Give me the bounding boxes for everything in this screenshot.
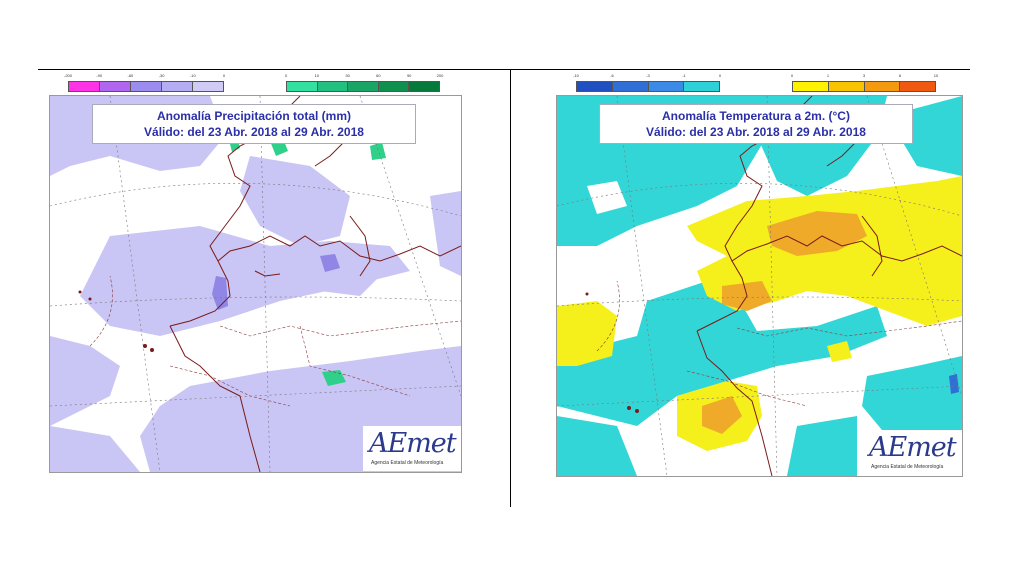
divider-line [510,69,511,507]
legend-swatch [612,82,649,91]
precip-title-box: Anomalía Precipitación total (mm) Válido… [92,104,416,144]
legend-swatch [409,82,439,91]
legend-tick: 0 [284,73,288,78]
legend-colorbar [68,81,224,92]
legend-swatch [864,82,901,91]
legend-tick: -10 [189,73,196,78]
legend-tick: -6 [610,73,614,78]
aemet-wordmark: AEmet [369,428,457,459]
precipitation-map: Anomalía Precipitación total (mm) Válido… [49,95,462,473]
aemet-logo: AEmet Agencia Estatal de Meteorología [863,430,962,475]
island [78,290,154,352]
legend-ticks: -10 -6 -3 -1 0 [573,73,722,81]
aemet-agency-name: Agencia Estatal de Meteorología [371,460,444,466]
legend-swatch [348,82,379,91]
temp-legend-positive: 0 1 3 6 10 [790,73,939,95]
graticule [557,96,962,476]
legend-swatch [69,82,100,91]
legend-tick: -60 [127,73,134,78]
temperature-map: Anomalía Temperatura a 2m. (°C) Válido: … [556,95,963,477]
legend-tick: -3 [646,73,650,78]
legend-swatch [378,82,410,91]
top-rule [38,69,970,70]
legend-swatch [684,82,719,91]
legend-tick: 200 [436,73,444,78]
legend-tick: -1 [682,73,686,78]
legend-tick: 0 [718,73,722,78]
legend-tick: 30 [345,73,350,78]
legend-swatch [317,82,349,91]
legend-tick: 10 [314,73,320,78]
graticule [50,96,461,472]
legend-colorbar [576,81,720,92]
legend-tick: 0 [222,73,226,78]
legend-swatch [162,82,193,91]
legend-tick: -200 [63,73,73,78]
country-border [89,275,461,407]
legend-tick: -10 [573,73,579,78]
temp-title: Anomalía Temperatura a 2m. (°C) [662,109,850,123]
legend-ticks: -200 -90 -60 -30 -10 0 [64,73,226,81]
legend-tick: -90 [96,73,103,78]
temp-valid-dates: Válido: del 23 Abr. 2018 al 29 Abr. 2018 [646,125,866,139]
legend-swatch [193,82,223,91]
legend-colorbar [286,81,440,92]
legend-tick: 90 [406,73,412,78]
legend-tick: 60 [376,73,381,78]
legend-swatch [131,82,162,91]
aemet-wordmark: AEmet [869,432,957,463]
island [585,292,639,413]
legend-swatch [793,82,829,91]
legend-tick: 3 [862,73,866,78]
precip-title: Anomalía Precipitación total (mm) [156,109,352,123]
legend-tick: 6 [898,73,902,78]
country-border [596,280,962,407]
temp-hot-anomaly [702,211,867,434]
legend-ticks: 0 10 30 60 90 200 [284,73,443,81]
legend-tick: 0 [790,73,794,78]
legend-swatch [100,82,131,91]
precip-legend-positive: 0 10 30 60 90 200 [284,73,443,95]
precip-valid-dates: Válido: del 23 Abr. 2018 al 29 Abr. 2018 [144,125,364,139]
legend-tick: 10 [933,73,939,78]
legend-tick: -30 [158,73,165,78]
precipitation-map-graphic [50,96,461,472]
temperature-map-graphic [557,96,962,476]
legend-swatch [287,82,318,91]
aemet-agency-name: Agencia Estatal de Meteorología [871,464,944,470]
legend-colorbar [792,81,936,92]
precip-legend-negative: -200 -90 -60 -30 -10 0 [64,73,226,95]
legend-swatch [828,82,865,91]
temp-title-box: Anomalía Temperatura a 2m. (°C) Válido: … [599,104,913,144]
temp-legend-negative: -10 -6 -3 -1 0 [573,73,722,95]
legend-swatch [577,82,613,91]
aemet-logo: AEmet Agencia Estatal de Meteorología [363,426,461,471]
precip-anomaly-field [50,96,461,472]
legend-swatch [648,82,685,91]
legend-ticks: 0 1 3 6 10 [790,73,939,81]
legend-swatch [900,82,935,91]
legend-tick: 1 [826,73,830,78]
